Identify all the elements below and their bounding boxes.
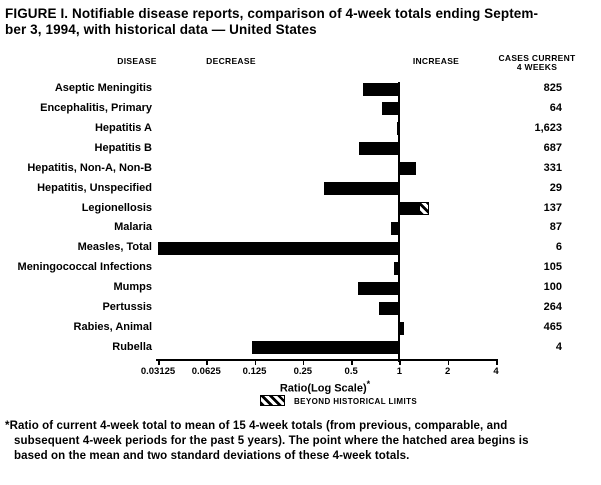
- figure-title-line2: ber 3, 1994, with historical data — Unit…: [5, 22, 317, 37]
- axis-tick-label: 0.25: [293, 366, 313, 377]
- disease-label: Aseptic Meningitis: [54, 82, 152, 94]
- cases-count: 105: [543, 261, 562, 274]
- cases-count: 137: [543, 201, 562, 214]
- axis-tick: [302, 360, 305, 365]
- ratio-bar: [158, 241, 400, 255]
- x-axis-label-text: Ratio(Log Scale): [279, 382, 367, 395]
- disease-label: Rubella: [112, 340, 152, 353]
- footnote-line1: *Ratio of current 4-week total to mean o…: [5, 420, 508, 432]
- cases-count: 825: [543, 82, 562, 94]
- cases-count: 264: [543, 301, 562, 314]
- axis-tick: [158, 360, 160, 365]
- disease-label: Malaria: [114, 221, 152, 234]
- ratio-bar: [394, 261, 400, 275]
- cases-count: 6: [555, 241, 562, 254]
- figure-title: FIGURE I. Notifiable disease reports, co…: [5, 6, 597, 38]
- axis-tick-label: 0.03125: [140, 366, 176, 377]
- reference-line-ratio-1: [398, 82, 400, 362]
- axis-tick-label: 4: [493, 366, 499, 377]
- axis-tick: [496, 360, 498, 365]
- column-header-decrease: DECREASE: [206, 56, 256, 66]
- axis-tick: [206, 360, 208, 365]
- ratio-bar: [379, 301, 400, 315]
- disease-label: Hepatitis A: [94, 121, 152, 134]
- disease-label: Legionellosis: [81, 201, 152, 214]
- disease-label: Mumps: [113, 281, 153, 294]
- ratio-bar: [251, 341, 400, 355]
- axis-tick: [351, 360, 353, 365]
- axis-tick: [447, 360, 450, 365]
- axis-tick-label: 0.0625: [191, 366, 221, 377]
- ratio-bar: [399, 162, 417, 176]
- axis-tick-label: 2: [445, 366, 451, 377]
- ratio-bar: [399, 202, 419, 216]
- cases-count: 64: [549, 101, 562, 114]
- column-header-cases-line2: 4 WEEKS: [516, 62, 558, 72]
- axis-tick-label: 0.125: [242, 366, 267, 377]
- cases-count: 87: [549, 221, 562, 234]
- ratio-bar: [357, 281, 400, 295]
- disease-label: Hepatitis, Non-A, Non-B: [27, 161, 152, 174]
- disease-label: Hepatitis, Unspecified: [37, 181, 152, 194]
- disease-label: Measles, Total: [77, 241, 152, 254]
- axis-tick: [254, 360, 257, 365]
- ratio-bar: [396, 122, 400, 136]
- disease-label: Hepatitis B: [94, 141, 152, 154]
- footnote-line3: based on the mean and two standard devia…: [14, 450, 410, 462]
- cases-count: 1,623: [534, 121, 562, 134]
- cases-count: 100: [543, 281, 562, 294]
- x-axis-footnote-marker: *: [366, 379, 371, 389]
- column-header-disease: DISEASE: [117, 56, 157, 66]
- column-header-cases-line1: CASES CURRENT: [498, 53, 576, 63]
- cases-count: 4: [555, 340, 562, 353]
- footnote: *Ratio of current 4-week total to mean o…: [5, 419, 597, 464]
- column-header-cases: CASES CURRENT 4 WEEKS: [487, 54, 587, 72]
- column-header-increase: INCREASE: [412, 56, 460, 66]
- x-axis-line: [156, 359, 498, 361]
- disease-label: Meningococcal Infections: [17, 261, 152, 274]
- disease-label: Pertussis: [102, 301, 152, 314]
- axis-tick: [399, 360, 401, 365]
- legend-label: BEYOND HISTORICAL LIMITS: [294, 397, 418, 406]
- ratio-bar: [382, 102, 400, 116]
- footnote-line2: subsequent 4-week periods for the past 5…: [14, 435, 529, 447]
- cases-count: 687: [543, 141, 562, 154]
- ratio-bar: [359, 142, 400, 156]
- axis-tick-label: 0.5: [344, 366, 358, 377]
- axis-tick-label: 1: [396, 366, 403, 377]
- disease-label: Encephalitis, Primary: [40, 101, 152, 114]
- cases-count: 465: [543, 321, 562, 334]
- cases-count: 29: [549, 181, 562, 194]
- ratio-bar: [391, 221, 400, 235]
- ratio-bar: [399, 321, 405, 335]
- disease-label: Rabies, Animal: [73, 321, 152, 334]
- ratio-bar: [362, 82, 400, 96]
- figure-title-line1: FIGURE I. Notifiable disease reports, co…: [5, 6, 539, 21]
- ratio-bar: [324, 182, 400, 196]
- x-axis-label: Ratio(Log Scale)*: [240, 379, 410, 395]
- cases-count: 331: [543, 161, 562, 174]
- hatch-swatch-icon: [260, 395, 285, 406]
- beyond-limits-hatch: [418, 202, 430, 216]
